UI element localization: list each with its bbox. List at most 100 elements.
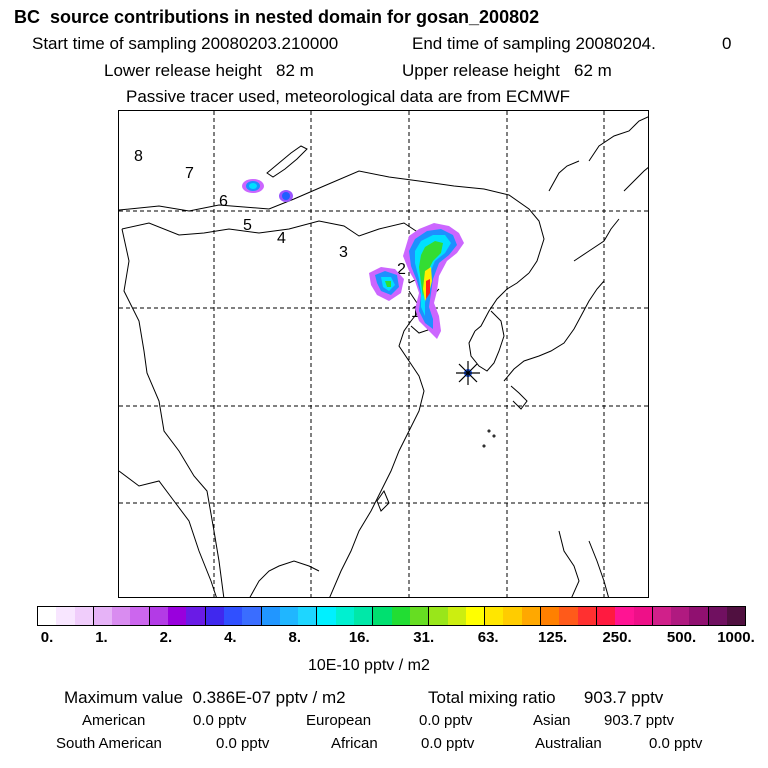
colorbar-segment — [596, 607, 616, 625]
colorbar-units: 10E-10 pptv / m2 — [308, 657, 430, 674]
region-label-4: 4 — [277, 230, 286, 247]
colorbar-segment — [130, 607, 150, 625]
colorbar-segment — [93, 607, 113, 625]
colorbar-segment — [633, 607, 653, 625]
colorbar-tick-label: 250. — [602, 629, 632, 646]
max-value-stat: Maximum value 0.386E-07 pptv / m2 — [64, 688, 346, 708]
colorbar-segment — [726, 607, 746, 625]
colorbar-segment — [242, 607, 262, 625]
plume-small-1 — [242, 179, 264, 193]
end-label: End time of sampling — [412, 34, 571, 53]
colorbar-segment — [261, 607, 280, 625]
colorbar-segment — [503, 607, 522, 625]
colorbar-segment — [521, 607, 542, 625]
plume-small-2 — [279, 190, 293, 202]
colorbar-tick-label: 500. — [666, 629, 697, 646]
lower-label: Lower release height — [104, 61, 262, 80]
colorbar-segment — [559, 607, 578, 625]
european-label: European — [306, 712, 372, 729]
colorbar-tick-label: 1. — [95, 629, 108, 646]
colorbar-segment — [168, 607, 187, 625]
colorbar-tick-label: 16. — [348, 629, 370, 646]
upper-label: Upper release height — [402, 61, 560, 80]
total-value: 903.7 pptv — [583, 688, 664, 707]
colorbar-segment — [708, 607, 727, 625]
african-value: 0.0 pptv — [421, 735, 475, 752]
colorbar-segment — [373, 607, 392, 625]
colorbar-segment — [689, 607, 709, 625]
max-value: 0.386E-07 pptv / m2 — [192, 688, 346, 707]
colorbar-segment — [74, 607, 94, 625]
start-label: Start time of sampling — [32, 34, 197, 53]
american-label: American — [82, 712, 146, 729]
colorbar-tick-label: 1000. — [717, 629, 755, 646]
colorbar-segment — [317, 607, 336, 625]
colorbar-segment — [577, 607, 597, 625]
colorbar-tick-label: 4. — [224, 629, 237, 646]
upper-value: 62 m — [574, 61, 612, 80]
colorbar-segment — [38, 607, 57, 625]
south-american-value: 0.0 pptv — [216, 735, 270, 752]
colorbar-segment — [335, 607, 355, 625]
colorbar-tick-label: 31. — [413, 629, 435, 646]
colorbar — [37, 606, 746, 626]
region-label-2: 2 — [397, 261, 406, 278]
colorbar-segment — [671, 607, 690, 625]
european-value: 0.0 pptv — [419, 712, 473, 729]
colorbar-segment — [541, 607, 560, 625]
max-label: Maximum value — [64, 688, 184, 707]
region-label-3: 3 — [339, 244, 348, 261]
african-label: African — [331, 735, 378, 752]
asterisk-receptor-icon — [456, 361, 480, 385]
american-value: 0.0 pptv — [193, 712, 247, 729]
start-value: 20080203.210000 — [201, 34, 339, 53]
colorbar-segment — [149, 607, 169, 625]
colorbar-tick-label: 125. — [538, 629, 568, 646]
south-american-label: South American — [56, 735, 162, 752]
colorbar-segment — [615, 607, 634, 625]
lower-value: 82 m — [276, 61, 314, 80]
map-svg: 8 7 6 5 4 3 2 1 — [119, 111, 648, 597]
region-label-1: 1 — [411, 304, 420, 321]
region-label-5: 5 — [243, 217, 252, 234]
colorbar-tick-label: 8. — [288, 629, 302, 646]
colorbar-tick-label: 63. — [477, 629, 499, 646]
colorbar-segment — [112, 607, 131, 625]
total-mixing-stat: Total mixing ratio 903.7 pptv — [428, 688, 663, 708]
asian-value: 903.7 pptv — [604, 712, 675, 729]
colorbar-segment — [485, 607, 504, 625]
grid-lines — [119, 111, 648, 597]
plume-main — [403, 223, 464, 339]
colorbar-segment — [186, 607, 206, 625]
australian-value: 0.0 pptv — [649, 735, 703, 752]
colorbar-segment — [354, 607, 374, 625]
region-label-6: 6 — [219, 193, 228, 210]
page-title: BC source contributions in nested domain… — [14, 7, 540, 27]
upper-release: Upper release height 62 m — [402, 61, 612, 81]
end-value: 20080204. — [575, 34, 656, 53]
region-label-8: 8 — [134, 148, 143, 165]
sampling-end: End time of sampling 20080204. — [412, 34, 656, 54]
colorbar-segment — [391, 607, 410, 625]
coastlines — [119, 116, 648, 597]
colorbar-tick-label: 0. — [40, 629, 54, 646]
receptor-site — [456, 361, 480, 385]
colorbar-segment — [205, 607, 224, 625]
colorbar-segment — [56, 607, 75, 625]
colorbar-segment — [298, 607, 318, 625]
colorbar-segment — [279, 607, 299, 625]
map-panel: 8 7 6 5 4 3 2 1 — [118, 110, 649, 598]
colorbar-segment — [465, 607, 486, 625]
colorbar-segment — [652, 607, 672, 625]
region-labels: 8 7 6 5 4 3 2 1 — [134, 148, 420, 321]
region-label-7: 7 — [185, 165, 194, 182]
total-label: Total mixing ratio — [428, 688, 556, 707]
model-note: Passive tracer used, meteorological data… — [126, 87, 571, 106]
colorbar-segment — [409, 607, 430, 625]
sampling-start: Start time of sampling 20080203.210000 — [32, 34, 338, 54]
lower-release: Lower release height 82 m — [104, 61, 314, 81]
colorbar-segment — [429, 607, 448, 625]
colorbar-segment — [447, 607, 466, 625]
sampling-end-suffix: 0 — [722, 34, 732, 53]
colorbar-segment — [223, 607, 243, 625]
